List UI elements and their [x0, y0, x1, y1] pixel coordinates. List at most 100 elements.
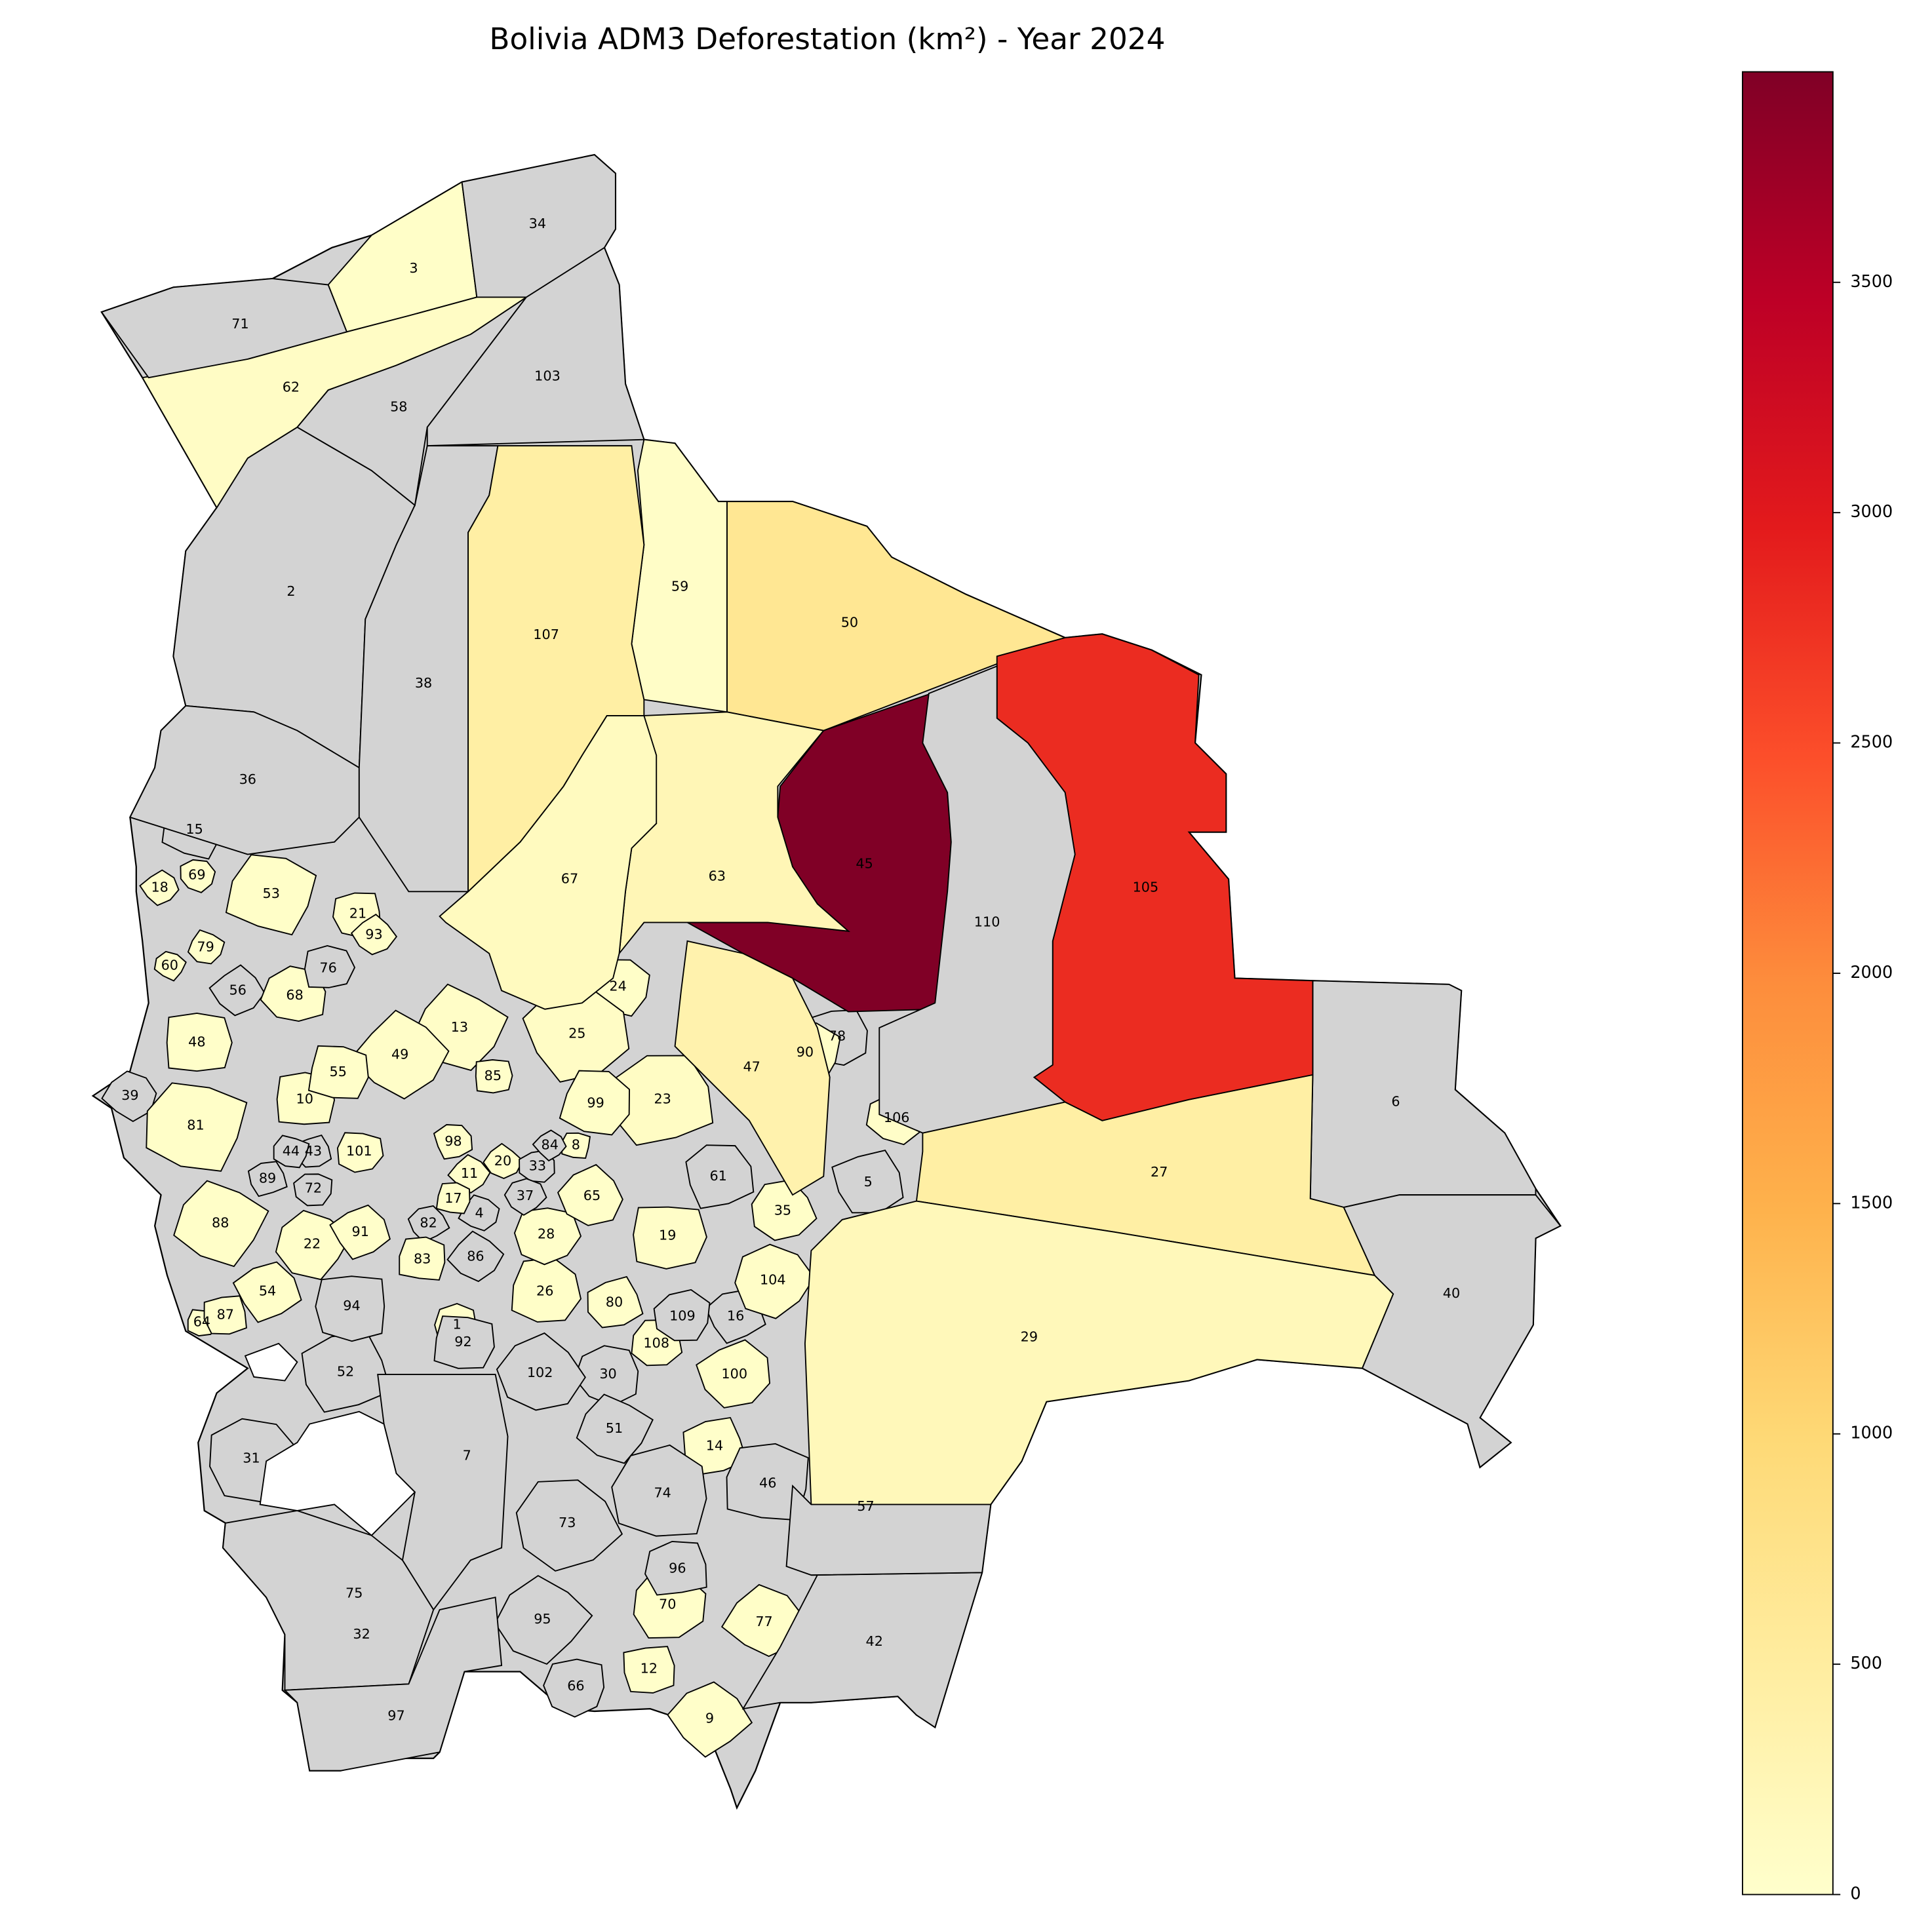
region-label: 13	[451, 1019, 468, 1035]
region	[203, 1295, 247, 1335]
region-nodata	[273, 1135, 310, 1169]
region-label: 71	[231, 316, 248, 332]
region-label: 96	[669, 1561, 686, 1576]
region-label: 36	[239, 771, 256, 787]
region-label: 105	[1133, 880, 1159, 895]
region-label: 79	[197, 939, 214, 954]
colorbar	[1742, 71, 1834, 1895]
region	[307, 1045, 369, 1099]
region	[180, 859, 216, 893]
region-label: 21	[349, 905, 366, 921]
region-label: 93	[365, 926, 382, 942]
region-label: 24	[609, 979, 626, 994]
colorbar-tick-label: 2500	[1850, 733, 1893, 752]
region-label: 67	[561, 870, 578, 886]
region-label: 53	[262, 885, 279, 901]
region	[153, 950, 187, 982]
region	[232, 1261, 302, 1323]
region-label: 47	[743, 1059, 760, 1075]
region-nodata	[515, 1479, 623, 1572]
region-label: 9	[705, 1710, 714, 1726]
region	[561, 1132, 591, 1159]
region	[674, 940, 831, 1196]
region-label: 31	[243, 1450, 260, 1466]
region-nodata	[208, 964, 266, 1017]
region-label: 2	[286, 583, 295, 599]
lake	[244, 1342, 298, 1382]
region-label: 107	[533, 627, 559, 642]
region-label: 77	[755, 1614, 772, 1629]
region-label: 100	[721, 1366, 747, 1382]
region-nodata	[878, 665, 1076, 1134]
region-nodata	[222, 1509, 435, 1691]
region-label: 103	[534, 368, 561, 383]
region	[329, 1204, 391, 1260]
region-label: 26	[536, 1283, 553, 1298]
region-label: 82	[420, 1215, 437, 1231]
region-nodata	[644, 1540, 707, 1596]
region-label: 37	[517, 1188, 534, 1203]
region-label: 12	[641, 1661, 658, 1677]
region-label: 16	[727, 1308, 744, 1323]
region-label: 81	[187, 1117, 204, 1133]
region-label: 56	[229, 982, 246, 998]
region-label: 109	[669, 1308, 696, 1323]
colorbar-tick-label: 3000	[1850, 502, 1893, 522]
region-label: 38	[415, 675, 432, 691]
region-labels: 1234567891011121314151617181920212223242…	[121, 216, 1460, 1726]
region-label: 85	[484, 1068, 502, 1083]
region-label: 15	[186, 821, 203, 837]
region-label: 68	[286, 987, 303, 1003]
region-label: 58	[390, 399, 407, 415]
region-label: 28	[538, 1226, 555, 1242]
region	[433, 1124, 473, 1160]
region-nodata	[426, 246, 645, 447]
region	[173, 1180, 269, 1268]
region-label: 25	[568, 1026, 585, 1041]
region-label: 99	[587, 1095, 604, 1110]
region-label: 6	[1391, 1093, 1400, 1109]
region-label: 4	[475, 1205, 483, 1220]
region-nodata	[1309, 980, 1537, 1208]
region-label: 34	[529, 216, 546, 231]
region-label: 78	[829, 1028, 846, 1043]
region-label: 87	[217, 1306, 234, 1322]
region-nodata	[358, 445, 499, 893]
region-label: 57	[857, 1498, 874, 1514]
region	[187, 929, 226, 965]
region-nodata	[433, 1315, 495, 1369]
region-label: 72	[305, 1180, 322, 1196]
region-label: 64	[193, 1314, 210, 1330]
region-label: 7	[463, 1448, 471, 1464]
chart-title: Bolivia ADM3 Deforestation (km²) - Year …	[489, 22, 1165, 56]
region	[475, 1059, 513, 1094]
region-label: 17	[444, 1190, 462, 1206]
region-label: 62	[283, 379, 300, 395]
region-label: 18	[151, 880, 168, 895]
region-label: 66	[567, 1678, 584, 1694]
region-label: 84	[542, 1137, 559, 1153]
region-label: 29	[1021, 1329, 1038, 1344]
region-label: 63	[709, 868, 726, 884]
region-label: 74	[654, 1485, 671, 1500]
region-label: 91	[352, 1224, 369, 1239]
region-label: 43	[305, 1143, 322, 1159]
region-label: 11	[461, 1165, 478, 1181]
region-label: 22	[304, 1236, 321, 1252]
region-label: 94	[343, 1298, 360, 1313]
region-label: 49	[391, 1047, 408, 1062]
region	[751, 1179, 818, 1241]
region	[667, 1681, 753, 1758]
region-nodata	[574, 1345, 639, 1407]
region-label: 80	[606, 1294, 623, 1310]
region-nodata	[831, 1150, 904, 1214]
region-nodata	[494, 1574, 593, 1665]
region	[435, 1182, 471, 1214]
region-nodata	[611, 1444, 707, 1537]
colorbar-ticks: 0 500 1000 1500 2000 2500 3000 3500	[1832, 272, 1893, 1904]
region-label: 76	[319, 960, 336, 975]
region-label: 3	[409, 260, 418, 276]
colorbar-tick-label: 2000	[1850, 963, 1893, 982]
region-label: 27	[1151, 1164, 1168, 1180]
